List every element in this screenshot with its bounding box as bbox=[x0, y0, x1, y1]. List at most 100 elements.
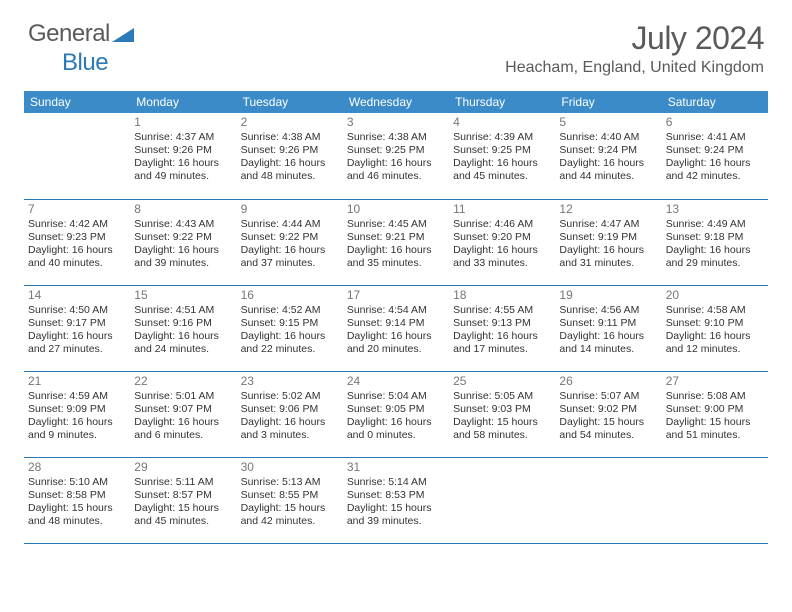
daylight-line: Daylight: 16 hours and 37 minutes. bbox=[241, 244, 339, 270]
sunrise-line: Sunrise: 4:45 AM bbox=[347, 218, 445, 231]
calendar-day-cell: 8Sunrise: 4:43 AMSunset: 9:22 PMDaylight… bbox=[130, 199, 236, 285]
daylight-line: Daylight: 16 hours and 20 minutes. bbox=[347, 330, 445, 356]
logo-text: General Blue bbox=[28, 20, 134, 77]
calendar-day-cell: 14Sunrise: 4:50 AMSunset: 9:17 PMDayligh… bbox=[24, 285, 130, 371]
logo-triangle-icon bbox=[112, 21, 134, 49]
sunrise-line: Sunrise: 4:55 AM bbox=[453, 304, 551, 317]
daylight-line: Daylight: 16 hours and 14 minutes. bbox=[559, 330, 657, 356]
day-number: 30 bbox=[241, 460, 339, 475]
weekday-header: Friday bbox=[555, 91, 661, 113]
daylight-line: Daylight: 16 hours and 46 minutes. bbox=[347, 157, 445, 183]
calendar-day-cell: 29Sunrise: 5:11 AMSunset: 8:57 PMDayligh… bbox=[130, 457, 236, 543]
daylight-line: Daylight: 15 hours and 39 minutes. bbox=[347, 502, 445, 528]
calendar-table: SundayMondayTuesdayWednesdayThursdayFrid… bbox=[24, 91, 768, 544]
day-number: 4 bbox=[453, 115, 551, 130]
calendar-week-row: 28Sunrise: 5:10 AMSunset: 8:58 PMDayligh… bbox=[24, 457, 768, 543]
day-number: 7 bbox=[28, 202, 126, 217]
weekday-header: Sunday bbox=[24, 91, 130, 113]
sunset-line: Sunset: 8:58 PM bbox=[28, 489, 126, 502]
daylight-line: Daylight: 16 hours and 17 minutes. bbox=[453, 330, 551, 356]
sunrise-line: Sunrise: 4:56 AM bbox=[559, 304, 657, 317]
sunrise-line: Sunrise: 5:07 AM bbox=[559, 390, 657, 403]
sunrise-line: Sunrise: 4:38 AM bbox=[347, 131, 445, 144]
calendar-day-cell: 12Sunrise: 4:47 AMSunset: 9:19 PMDayligh… bbox=[555, 199, 661, 285]
calendar-day-cell: 18Sunrise: 4:55 AMSunset: 9:13 PMDayligh… bbox=[449, 285, 555, 371]
sunset-line: Sunset: 9:16 PM bbox=[134, 317, 232, 330]
calendar-day-cell: 17Sunrise: 4:54 AMSunset: 9:14 PMDayligh… bbox=[343, 285, 449, 371]
day-number: 25 bbox=[453, 374, 551, 389]
sunrise-line: Sunrise: 5:05 AM bbox=[453, 390, 551, 403]
calendar-day-cell bbox=[449, 457, 555, 543]
calendar-day-cell: 4Sunrise: 4:39 AMSunset: 9:25 PMDaylight… bbox=[449, 113, 555, 199]
sunset-line: Sunset: 8:57 PM bbox=[134, 489, 232, 502]
logo: General Blue bbox=[28, 20, 134, 77]
logo-word-general: General bbox=[28, 20, 110, 47]
sunset-line: Sunset: 9:17 PM bbox=[28, 317, 126, 330]
day-number: 6 bbox=[666, 115, 764, 130]
calendar-day-cell: 25Sunrise: 5:05 AMSunset: 9:03 PMDayligh… bbox=[449, 371, 555, 457]
sunset-line: Sunset: 9:25 PM bbox=[347, 144, 445, 157]
day-number: 23 bbox=[241, 374, 339, 389]
sunrise-line: Sunrise: 5:01 AM bbox=[134, 390, 232, 403]
sunrise-line: Sunrise: 4:37 AM bbox=[134, 131, 232, 144]
day-number: 18 bbox=[453, 288, 551, 303]
sunset-line: Sunset: 9:02 PM bbox=[559, 403, 657, 416]
calendar-day-cell: 7Sunrise: 4:42 AMSunset: 9:23 PMDaylight… bbox=[24, 199, 130, 285]
calendar-week-row: 1Sunrise: 4:37 AMSunset: 9:26 PMDaylight… bbox=[24, 113, 768, 199]
sunset-line: Sunset: 9:11 PM bbox=[559, 317, 657, 330]
sunrise-line: Sunrise: 4:42 AM bbox=[28, 218, 126, 231]
calendar-day-cell: 13Sunrise: 4:49 AMSunset: 9:18 PMDayligh… bbox=[662, 199, 768, 285]
day-number: 8 bbox=[134, 202, 232, 217]
sunset-line: Sunset: 8:53 PM bbox=[347, 489, 445, 502]
daylight-line: Daylight: 15 hours and 42 minutes. bbox=[241, 502, 339, 528]
day-number: 12 bbox=[559, 202, 657, 217]
sunset-line: Sunset: 8:55 PM bbox=[241, 489, 339, 502]
calendar-day-cell: 26Sunrise: 5:07 AMSunset: 9:02 PMDayligh… bbox=[555, 371, 661, 457]
calendar-week-row: 7Sunrise: 4:42 AMSunset: 9:23 PMDaylight… bbox=[24, 199, 768, 285]
sunrise-line: Sunrise: 4:49 AM bbox=[666, 218, 764, 231]
weekday-header: Thursday bbox=[449, 91, 555, 113]
day-number: 11 bbox=[453, 202, 551, 217]
sunrise-line: Sunrise: 4:43 AM bbox=[134, 218, 232, 231]
daylight-line: Daylight: 16 hours and 22 minutes. bbox=[241, 330, 339, 356]
day-number: 5 bbox=[559, 115, 657, 130]
calendar-day-cell: 16Sunrise: 4:52 AMSunset: 9:15 PMDayligh… bbox=[237, 285, 343, 371]
day-number: 10 bbox=[347, 202, 445, 217]
sunrise-line: Sunrise: 5:11 AM bbox=[134, 476, 232, 489]
sunset-line: Sunset: 9:19 PM bbox=[559, 231, 657, 244]
daylight-line: Daylight: 16 hours and 49 minutes. bbox=[134, 157, 232, 183]
calendar-day-cell: 31Sunrise: 5:14 AMSunset: 8:53 PMDayligh… bbox=[343, 457, 449, 543]
location-subtitle: Heacham, England, United Kingdom bbox=[505, 59, 764, 77]
sunrise-line: Sunrise: 4:44 AM bbox=[241, 218, 339, 231]
daylight-line: Daylight: 16 hours and 45 minutes. bbox=[453, 157, 551, 183]
logo-word-blue: Blue bbox=[62, 49, 108, 76]
sunrise-line: Sunrise: 5:10 AM bbox=[28, 476, 126, 489]
calendar-day-cell bbox=[662, 457, 768, 543]
calendar-day-cell: 19Sunrise: 4:56 AMSunset: 9:11 PMDayligh… bbox=[555, 285, 661, 371]
calendar-body: 1Sunrise: 4:37 AMSunset: 9:26 PMDaylight… bbox=[24, 113, 768, 543]
header: General Blue July 2024 Heacham, England,… bbox=[0, 0, 792, 85]
sunset-line: Sunset: 9:24 PM bbox=[559, 144, 657, 157]
day-number: 27 bbox=[666, 374, 764, 389]
sunset-line: Sunset: 9:21 PM bbox=[347, 231, 445, 244]
daylight-line: Daylight: 16 hours and 33 minutes. bbox=[453, 244, 551, 270]
calendar-day-cell: 2Sunrise: 4:38 AMSunset: 9:26 PMDaylight… bbox=[237, 113, 343, 199]
sunrise-line: Sunrise: 4:59 AM bbox=[28, 390, 126, 403]
calendar-week-row: 14Sunrise: 4:50 AMSunset: 9:17 PMDayligh… bbox=[24, 285, 768, 371]
day-number: 9 bbox=[241, 202, 339, 217]
day-number: 20 bbox=[666, 288, 764, 303]
calendar-day-cell bbox=[24, 113, 130, 199]
calendar-day-cell: 9Sunrise: 4:44 AMSunset: 9:22 PMDaylight… bbox=[237, 199, 343, 285]
sunset-line: Sunset: 9:07 PM bbox=[134, 403, 232, 416]
weekday-header: Monday bbox=[130, 91, 236, 113]
day-number: 13 bbox=[666, 202, 764, 217]
day-number: 17 bbox=[347, 288, 445, 303]
sunrise-line: Sunrise: 4:40 AM bbox=[559, 131, 657, 144]
sunset-line: Sunset: 9:09 PM bbox=[28, 403, 126, 416]
sunrise-line: Sunrise: 4:52 AM bbox=[241, 304, 339, 317]
calendar-day-cell: 22Sunrise: 5:01 AMSunset: 9:07 PMDayligh… bbox=[130, 371, 236, 457]
daylight-line: Daylight: 15 hours and 51 minutes. bbox=[666, 416, 764, 442]
daylight-line: Daylight: 16 hours and 6 minutes. bbox=[134, 416, 232, 442]
daylight-line: Daylight: 16 hours and 12 minutes. bbox=[666, 330, 764, 356]
day-number: 2 bbox=[241, 115, 339, 130]
